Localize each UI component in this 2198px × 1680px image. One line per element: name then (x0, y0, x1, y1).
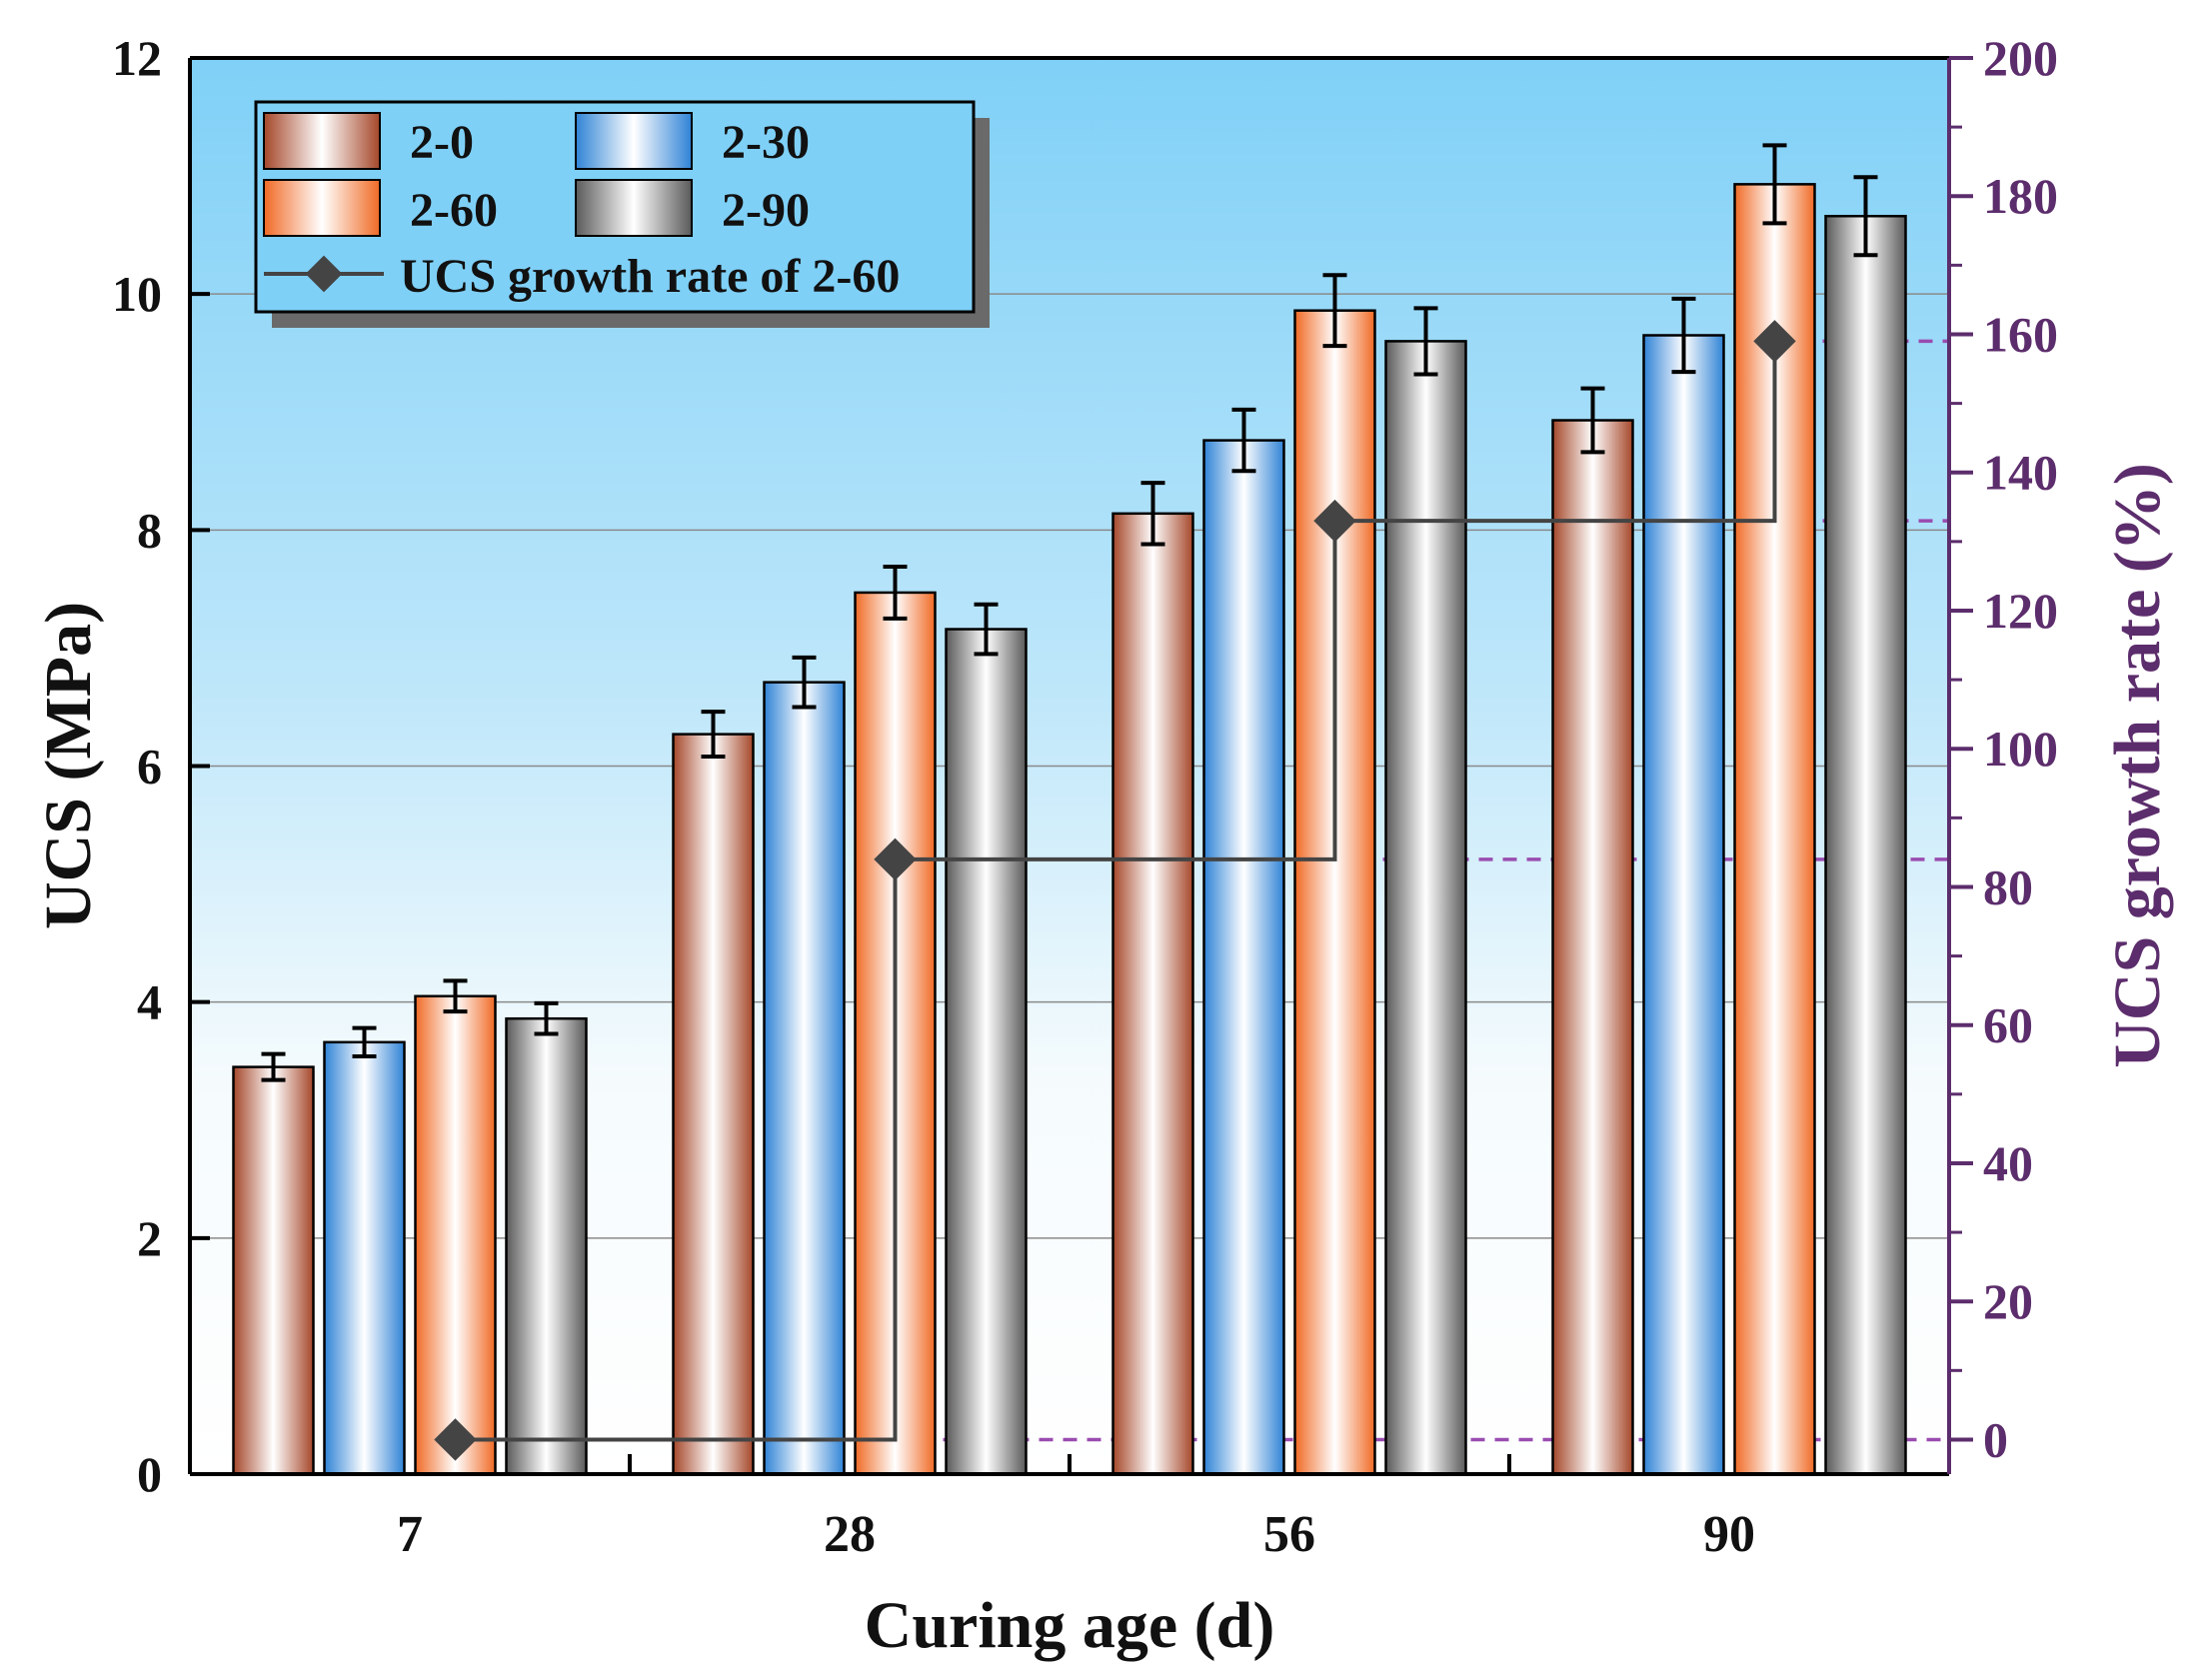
y-tick-label-12: 12 (112, 30, 162, 86)
legend-label-2-30: 2-30 (722, 116, 810, 169)
y2-tick-label-100: 100 (1983, 721, 2058, 777)
legend-label-2-90: 2-90 (722, 184, 810, 237)
bar-2-90-90 (1824, 214, 1907, 1476)
y2-tick-label-80: 80 (1983, 858, 2033, 914)
y2-tick-label-180: 180 (1983, 168, 2058, 224)
y2-tick-label-0: 0 (1983, 1411, 2008, 1467)
bars-group (232, 143, 1907, 1476)
bar-2-90-7 (505, 1016, 588, 1476)
legend-label-2-0: 2-0 (410, 116, 474, 169)
y-axis-title: UCS (MPa) (32, 602, 105, 929)
legend-swatch-2-60 (263, 179, 381, 237)
legend-swatch-2-0 (263, 112, 381, 170)
legend-swatch-2-90 (575, 179, 693, 237)
legend-diamond-marker (305, 255, 343, 293)
x-tick-label-28: 28 (824, 1506, 876, 1563)
y2-tick-label-160: 160 (1983, 306, 2058, 362)
y-tick-label-8: 8 (137, 502, 162, 558)
bar-2-30-90 (1642, 334, 1725, 1476)
x-tick-label-90: 90 (1703, 1506, 1755, 1563)
x-axis-ticks: 7 28 56 90 (397, 1454, 1755, 1563)
x-tick-label-56: 56 (1263, 1506, 1315, 1563)
bar-2-30-28 (763, 681, 846, 1476)
y2-axis-ticks: 0 20 40 60 80 100 120 140 160 180 200 (1949, 30, 2058, 1467)
bar-2-60-56 (1293, 309, 1376, 1476)
y2-tick-label-20: 20 (1983, 1273, 2033, 1329)
y-axis-ticks: 0 2 4 6 8 10 12 (112, 30, 210, 1502)
bar-2-90-56 (1384, 340, 1467, 1476)
y2-tick-label-200: 200 (1983, 30, 2058, 86)
bar-2-0-90 (1551, 419, 1634, 1476)
y2-axis-title: UCS growth rate (%) (2101, 463, 2174, 1068)
y-tick-label-10: 10 (112, 266, 162, 322)
bar-2-30-7 (323, 1040, 406, 1476)
y2-tick-label-60: 60 (1983, 997, 2033, 1053)
bar-2-0-56 (1111, 512, 1194, 1476)
bar-2-0-7 (232, 1065, 315, 1476)
bar-2-60-7 (414, 994, 497, 1476)
y-tick-label-6: 6 (137, 739, 162, 795)
x-tick-label-7: 7 (397, 1506, 423, 1563)
x-axis-title: Curing age (d) (865, 1589, 1275, 1662)
bar-2-90-28 (945, 628, 1028, 1476)
y2-tick-label-40: 40 (1983, 1135, 2033, 1191)
legend-swatch-2-30 (575, 112, 693, 170)
growth-rate-line (455, 341, 1777, 1442)
legend-label-2-60: 2-60 (410, 184, 498, 237)
bar-2-30-56 (1202, 439, 1285, 1476)
y2-tick-label-140: 140 (1983, 445, 2058, 501)
y-tick-label-4: 4 (137, 974, 162, 1030)
bar-2-0-28 (672, 733, 755, 1476)
y-tick-label-2: 2 (137, 1210, 162, 1266)
legend-label-growth: UCS growth rate of 2-60 (400, 250, 900, 303)
y2-tick-label-120: 120 (1983, 583, 2058, 639)
y-tick-label-0: 0 (137, 1446, 162, 1502)
growth-point-56 (1313, 499, 1356, 543)
growth-point-7 (434, 1418, 477, 1461)
legend: 2-0 2-30 2-60 2-90 UCS growth rate of 2-… (254, 100, 990, 328)
growth-point-90 (1753, 320, 1796, 363)
